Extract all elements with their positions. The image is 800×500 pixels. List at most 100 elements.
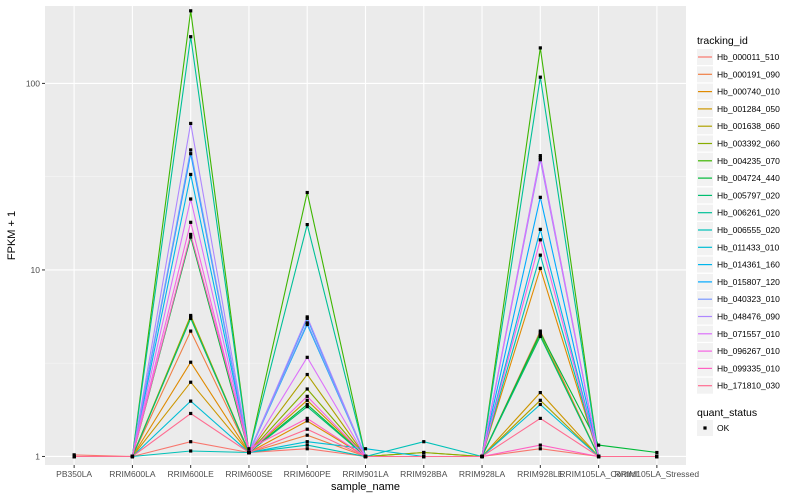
- x-tick-label: RRIM600SE: [225, 469, 273, 479]
- legend-label: Hb_000011_510: [717, 52, 780, 62]
- data-point: [189, 232, 193, 237]
- legend-label: Hb_000191_090: [717, 69, 780, 79]
- legend-label: Hb_003392_060: [717, 139, 780, 149]
- data-point: [189, 172, 193, 177]
- data-point: [538, 156, 542, 160]
- data-point: [189, 235, 193, 239]
- data-point: [189, 9, 193, 13]
- data-point: [189, 316, 193, 320]
- data-point: [189, 121, 193, 126]
- data-point: [305, 372, 309, 377]
- legend-quant-status: quant_status OK: [697, 407, 757, 436]
- legend-label: Hb_005797_020: [717, 190, 780, 200]
- legend-label: Hb_096267_010: [717, 346, 780, 356]
- x-tick-label: RRIM105LA_Stressed: [615, 469, 700, 479]
- y-axis: 1 10 100: [26, 78, 45, 461]
- legend-key-point: [703, 426, 707, 430]
- legend-label: Hb_004235_070: [717, 156, 780, 166]
- data-point: [305, 355, 309, 359]
- legend-item: OK: [697, 420, 730, 436]
- data-point: [305, 443, 309, 447]
- legend-label: Hb_071557_010: [717, 329, 780, 339]
- data-point: [538, 227, 542, 231]
- legend-item: Hb_015807_120: [697, 273, 780, 290]
- x-axis: PB350LA RRIM600LA RRIM600LE RRIM600SE RRIM60…: [56, 465, 699, 479]
- data-point: [189, 411, 193, 416]
- legend-label: Hb_171810_030: [717, 381, 780, 391]
- legend-item: Hb_004235_070: [697, 152, 780, 169]
- legend-label: Hb_001638_060: [717, 121, 780, 131]
- y-axis-title: FPKM + 1: [6, 211, 18, 260]
- legend-quant-status-title: quant_status: [697, 407, 757, 419]
- x-tick-label: PB350LA: [56, 469, 92, 479]
- legend-quant-status-items: OK: [697, 420, 730, 436]
- data-point: [363, 447, 368, 451]
- legend-item: Hb_004724_440: [697, 170, 780, 187]
- data-point: [538, 390, 542, 395]
- data-point: [189, 152, 193, 156]
- legend-item: Hb_001638_060: [697, 118, 780, 135]
- legend-label: Hb_040323_010: [717, 294, 780, 304]
- data-point: [480, 454, 484, 459]
- data-point: [538, 266, 542, 270]
- data-point: [655, 454, 659, 459]
- x-tick-label: RRIM600LE: [168, 469, 215, 479]
- legend-item: Hb_003392_060: [697, 135, 780, 152]
- data-point: [422, 450, 426, 455]
- legend-label: Hb_006555_020: [717, 225, 780, 235]
- data-point: [655, 450, 659, 455]
- data-point: [305, 387, 309, 391]
- data-point: [596, 454, 601, 459]
- data-point: [538, 331, 542, 335]
- legend-title: tracking_id: [697, 35, 748, 47]
- data-point: [305, 419, 309, 423]
- data-point: [538, 329, 542, 333]
- data-point: [189, 380, 193, 384]
- data-point: [189, 329, 193, 333]
- legend-label: Hb_004724_440: [717, 173, 780, 183]
- data-point: [305, 190, 309, 195]
- data-point: [305, 405, 309, 409]
- data-point: [305, 321, 309, 325]
- data-point: [189, 220, 193, 224]
- data-point: [305, 440, 309, 444]
- legend-tracking-id: tracking_id Hb_000011_510Hb_000191_090Hb…: [697, 35, 780, 394]
- data-point: [305, 223, 309, 227]
- data-point: [538, 75, 542, 79]
- data-point: [538, 333, 542, 337]
- legend-item: Hb_099335_010: [697, 360, 780, 377]
- data-point: [189, 360, 193, 364]
- legend-label: Hb_011433_010: [717, 242, 780, 252]
- legend-label: Hb_015807_120: [717, 277, 780, 287]
- x-tick-label: RRIM600PE: [284, 469, 332, 479]
- legend-items: Hb_000011_510 Hb_000191_090 Hb_000740_010 H…: [697, 49, 780, 394]
- legend-label: Hb_014361_160: [717, 260, 780, 270]
- legend-item: Hb_048476_090: [697, 308, 780, 325]
- data-point: [538, 398, 542, 402]
- x-tick-label: RRIM928LE: [517, 469, 564, 479]
- data-point: [189, 197, 193, 201]
- x-tick-label: RRIM928LA: [459, 469, 506, 479]
- legend-item: Hb_171810_030: [697, 377, 780, 394]
- data-point: [305, 433, 309, 437]
- data-point: [189, 440, 193, 444]
- data-point: [538, 195, 542, 199]
- data-point: [189, 399, 193, 403]
- data-point: [538, 46, 542, 50]
- legend-label: Hb_001284_050: [717, 104, 780, 114]
- legend-label: Hb_099335_010: [717, 363, 780, 373]
- data-point: [422, 454, 426, 459]
- data-point: [189, 148, 193, 152]
- y-tick-label: 100: [26, 78, 40, 88]
- legend-item: Hb_005797_020: [697, 187, 780, 204]
- data-point: [538, 154, 542, 158]
- data-point: [305, 416, 309, 420]
- data-point: [130, 454, 135, 459]
- data-point: [596, 443, 601, 447]
- x-tick-label: RRIM928BA: [400, 469, 448, 479]
- data-point: [305, 427, 309, 431]
- legend-label: Hb_000740_010: [717, 87, 780, 97]
- data-point: [72, 454, 76, 459]
- data-point: [538, 447, 542, 451]
